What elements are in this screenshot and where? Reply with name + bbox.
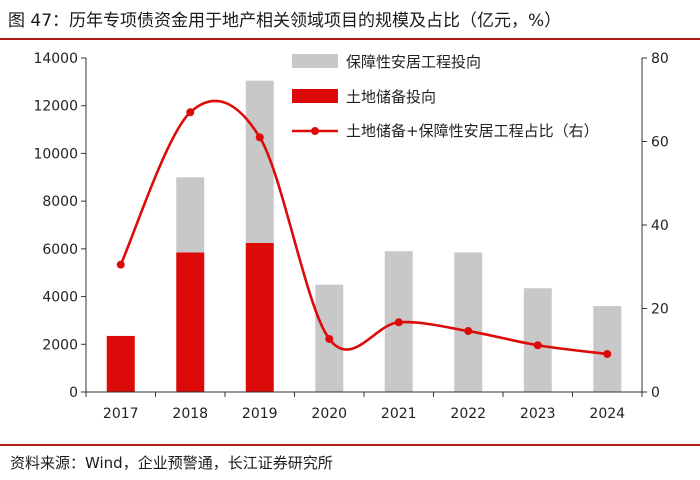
ratio-point-2024 bbox=[603, 350, 612, 359]
y-left-tick-label: 6000 bbox=[42, 242, 78, 258]
y-left-tick-label: 8000 bbox=[42, 194, 78, 210]
y-left-tick-label: 4000 bbox=[42, 290, 78, 306]
legend-label: 土地储备投向 bbox=[346, 88, 436, 106]
y-left-tick-label: 10000 bbox=[33, 146, 78, 162]
legend-swatch-land-reserve bbox=[292, 89, 338, 103]
ratio-point-2020 bbox=[325, 334, 334, 343]
axes-group: 0 2000 4000 6000 8000 10000 12000 14000 0 20 40 60 8… bbox=[33, 51, 668, 422]
y-right-tick-label: 40 bbox=[651, 218, 669, 234]
ratio-point-2019 bbox=[255, 133, 264, 142]
legend-label: 保障性安居工程投向 bbox=[346, 53, 481, 71]
legend-label: 土地储备+保障性安居工程占比（右） bbox=[346, 122, 599, 140]
y-left-tick-label: 14000 bbox=[33, 51, 78, 67]
y-left-tick-label: 12000 bbox=[33, 99, 78, 115]
bar-housing-2019 bbox=[245, 80, 274, 243]
x-tick-label: 2022 bbox=[450, 406, 486, 422]
source-note: 资料来源：Wind，企业预警通，长江证券研究所 bbox=[10, 454, 333, 472]
x-tick-label: 2020 bbox=[311, 406, 347, 422]
legend-swatch-housing bbox=[292, 54, 338, 68]
x-tick-label: 2021 bbox=[381, 406, 417, 422]
ratio-point-2018 bbox=[186, 108, 195, 117]
ratio-point-2021 bbox=[394, 318, 403, 327]
bar-housing-2023 bbox=[523, 288, 552, 392]
y-right-tick-label: 80 bbox=[651, 51, 669, 67]
y-right-tick-label: 0 bbox=[651, 385, 660, 401]
bar-land-reserve-2017 bbox=[106, 335, 135, 392]
bar-land-reserve-2019 bbox=[245, 242, 274, 392]
y-right-tick-label: 20 bbox=[651, 302, 669, 318]
x-tick-label: 2024 bbox=[589, 406, 625, 422]
ratio-point-2017 bbox=[116, 260, 125, 269]
x-tick-label: 2023 bbox=[520, 406, 556, 422]
line-group bbox=[116, 99, 612, 359]
y-left-tick-label: 2000 bbox=[42, 337, 78, 353]
ratio-point-2023 bbox=[533, 341, 542, 350]
x-tick-label: 2017 bbox=[103, 406, 139, 422]
ratio-point-2022 bbox=[464, 327, 473, 336]
y-right-tick-label: 60 bbox=[651, 135, 669, 151]
bar-housing-2018 bbox=[176, 177, 205, 253]
bar-housing-2022 bbox=[454, 252, 483, 392]
bar-group bbox=[106, 80, 622, 392]
x-tick-label: 2019 bbox=[242, 406, 278, 422]
title-rule bbox=[0, 38, 700, 40]
source-rule bbox=[0, 444, 700, 446]
bar-housing-2024 bbox=[593, 306, 622, 392]
bar-land-reserve-2018 bbox=[176, 252, 205, 392]
y-left-tick-label: 0 bbox=[69, 385, 78, 401]
x-tick-label: 2018 bbox=[172, 406, 208, 422]
legend-swatch-ratio-point bbox=[311, 127, 319, 135]
chart-title: 图 47：历年专项债资金用于地产相关领域项目的规模及占比（亿元，%） bbox=[8, 11, 562, 31]
